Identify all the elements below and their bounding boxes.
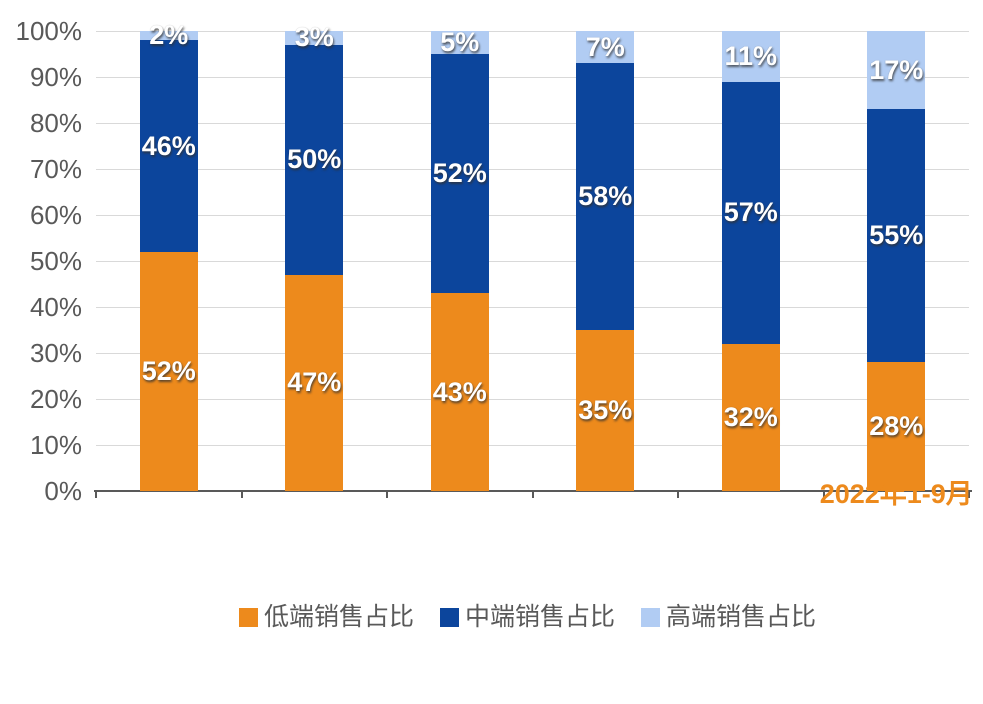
bar-column: 17% 55% 28% bbox=[867, 31, 926, 491]
bar-segment-mid: 46% bbox=[139, 40, 198, 252]
x-axis-tick bbox=[240, 491, 243, 498]
data-label: 17% bbox=[869, 54, 924, 85]
bar-segment-mid: 55% bbox=[867, 109, 926, 363]
gridline bbox=[96, 352, 969, 354]
bar-segment-mid: 50% bbox=[285, 44, 344, 275]
y-axis-tick-label: 50% bbox=[29, 246, 82, 276]
gridline bbox=[96, 122, 969, 124]
legend-item: 中端销售占比 bbox=[439, 603, 615, 631]
data-label: 58% bbox=[578, 181, 633, 212]
bar-column: 11% 57% 32% bbox=[721, 31, 780, 491]
bar-segment-low: 52% bbox=[139, 251, 198, 491]
x-axis-tick bbox=[386, 491, 388, 498]
gridline bbox=[96, 76, 969, 78]
bar-segment-low: 35% bbox=[576, 330, 635, 491]
data-label: 3% bbox=[294, 22, 334, 53]
data-label: 2% bbox=[149, 20, 189, 51]
bar-segment-low: 47% bbox=[285, 274, 344, 491]
y-axis-tick-label: 0% bbox=[44, 476, 82, 506]
y-axis-tick-label: 70% bbox=[29, 154, 82, 184]
x-axis-tick bbox=[677, 491, 679, 498]
gridline bbox=[96, 306, 969, 308]
bar-segment-high: 7% bbox=[576, 31, 635, 64]
data-label: 52% bbox=[432, 158, 487, 189]
y-axis-tick-label: 60% bbox=[29, 200, 82, 230]
bar-column: 5% 52% 43% bbox=[430, 27, 489, 491]
data-label: 7% bbox=[585, 31, 625, 62]
gridline bbox=[96, 214, 969, 216]
bar-segment-mid: 57% bbox=[721, 81, 780, 344]
bar-segment-low: 32% bbox=[721, 343, 780, 491]
x-axis-tick bbox=[822, 491, 825, 498]
legend-swatch bbox=[238, 607, 258, 627]
data-label: 57% bbox=[723, 197, 778, 228]
legend-swatch bbox=[641, 607, 660, 627]
gridline bbox=[96, 30, 969, 32]
x-axis-tick bbox=[531, 491, 534, 498]
y-axis-tick-label: 80% bbox=[29, 108, 82, 138]
bar-segment-high: 2% bbox=[139, 22, 198, 49]
y-axis-tick-label: 20% bbox=[29, 384, 82, 414]
gridline bbox=[96, 398, 969, 400]
data-label: 52% bbox=[141, 355, 196, 386]
y-axis-tick-label: 10% bbox=[29, 430, 82, 460]
data-label: 28% bbox=[869, 411, 924, 442]
legend-item: 低端销售占比 bbox=[238, 603, 414, 631]
data-label: 35% bbox=[578, 395, 633, 425]
legend: 低端销售占比 中端销售占比 高端销售占比 bbox=[0, 603, 983, 631]
x-axis-tick bbox=[95, 491, 97, 498]
bar-segment-low: 28% bbox=[867, 362, 926, 491]
bar-segment-high: 17% bbox=[867, 31, 926, 110]
gridline bbox=[96, 168, 969, 170]
bar-segment-mid: 52% bbox=[430, 54, 489, 294]
legend-label: 高端销售占比 bbox=[666, 603, 817, 631]
bar-segment-high: 3% bbox=[285, 24, 344, 51]
legend-label: 中端销售占比 bbox=[464, 603, 615, 631]
bar-segment-high: 5% bbox=[430, 27, 489, 58]
y-axis-tick-label: 40% bbox=[29, 292, 82, 322]
data-label: 46% bbox=[141, 130, 196, 161]
plot-area: 2% 46% 52% 3% 50% 47% 5% 52% 43% 7% 58% 35% 11% 57% 32… bbox=[94, 22, 972, 498]
data-label: 43% bbox=[432, 376, 487, 407]
data-label: 5% bbox=[440, 27, 480, 58]
bar-column: 7% 58% 35% bbox=[576, 31, 635, 491]
bar-segment-mid: 58% bbox=[576, 63, 635, 330]
bar-column: 2% 46% 52% bbox=[139, 22, 198, 491]
x-axis-tick bbox=[968, 491, 970, 498]
y-axis-tick-label: 100% bbox=[15, 16, 83, 46]
legend-label: 低端销售占比 bbox=[263, 603, 414, 631]
legend-swatch bbox=[439, 607, 459, 627]
gridline bbox=[96, 444, 969, 446]
y-axis: 0% 10% 20% 30% 40% 50% 60% 70% 80% 90% 100% bbox=[0, 18, 83, 504]
bar-column: 3% 50% 47% bbox=[285, 24, 344, 491]
legend-item: 高端销售占比 bbox=[641, 603, 816, 631]
x-axis-category-label: 2022年1-9月 bbox=[819, 479, 973, 509]
y-axis-tick-label: 90% bbox=[29, 62, 82, 92]
data-label: 32% bbox=[723, 401, 778, 432]
data-label: 50% bbox=[287, 144, 342, 175]
gridline bbox=[96, 260, 969, 262]
bar-segment-high: 11% bbox=[721, 31, 780, 82]
data-label: 11% bbox=[724, 40, 778, 71]
bar-segment-low: 43% bbox=[430, 293, 489, 491]
y-axis-tick-label: 30% bbox=[29, 338, 82, 368]
data-label: 55% bbox=[869, 220, 924, 251]
data-label: 47% bbox=[287, 367, 342, 398]
